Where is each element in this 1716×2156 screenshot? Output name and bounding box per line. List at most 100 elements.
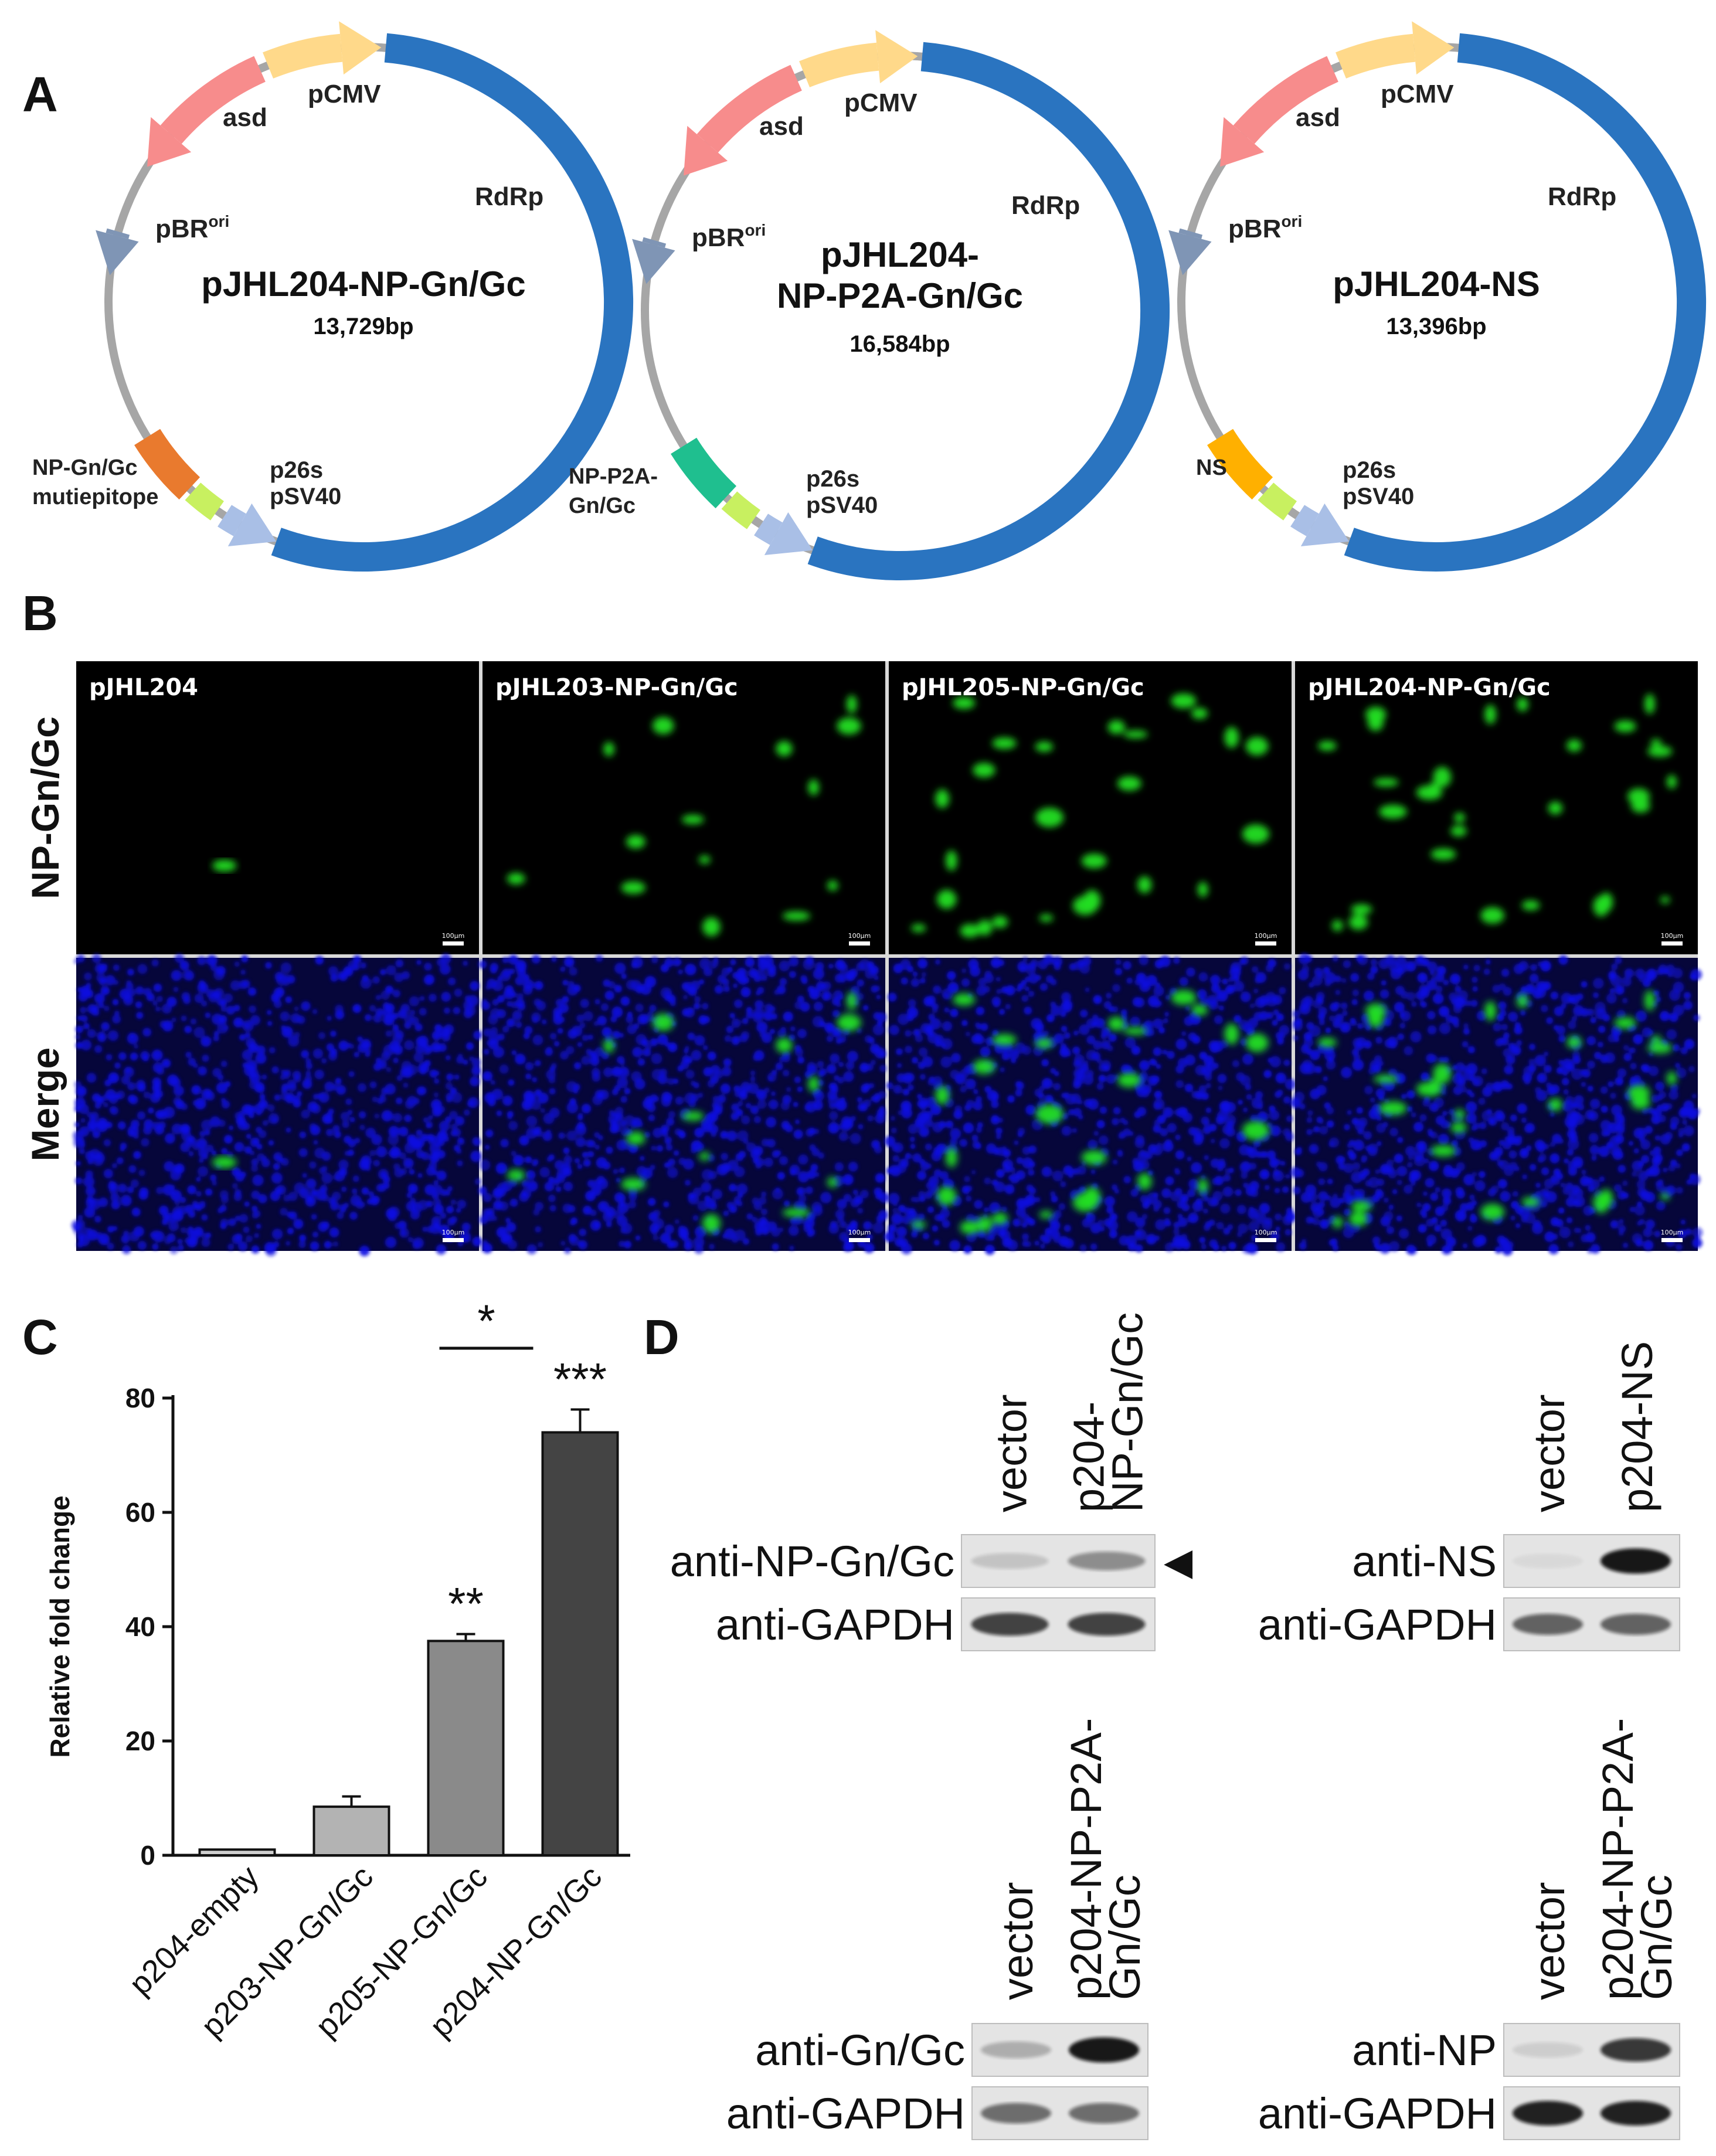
nucleus	[740, 1115, 750, 1125]
nucleus	[542, 1019, 547, 1025]
nucleus	[666, 1117, 675, 1126]
nucleus	[312, 1093, 319, 1100]
nucleus	[112, 999, 119, 1006]
nucleus	[1620, 1117, 1626, 1123]
nucleus	[1306, 1117, 1313, 1123]
nucleus	[603, 1067, 613, 1077]
nucleus	[829, 1082, 838, 1091]
scale-bar-label: 100μm	[848, 932, 871, 940]
nucleus	[287, 1227, 294, 1235]
nucleus	[188, 1057, 196, 1066]
green-cell	[1614, 1017, 1636, 1029]
nucleus	[569, 1219, 576, 1226]
nucleus	[1656, 1201, 1666, 1211]
nucleus	[933, 1169, 942, 1178]
nucleus	[74, 1122, 80, 1127]
nucleus	[1276, 1013, 1284, 1021]
nucleus	[609, 1110, 614, 1116]
nucleus	[524, 1026, 533, 1035]
nucleus	[1307, 1110, 1313, 1116]
nucleus	[1636, 1179, 1646, 1189]
nucleus	[594, 1047, 604, 1057]
nucleus	[197, 1166, 209, 1177]
nucleus	[1000, 1067, 1005, 1073]
nucleus	[1394, 1002, 1405, 1013]
nucleus	[1351, 1171, 1363, 1184]
nucleus	[1427, 1128, 1433, 1134]
nucleus	[526, 1127, 538, 1139]
nucleus	[256, 1144, 263, 1150]
nucleus	[506, 1001, 512, 1007]
nucleus	[388, 1212, 397, 1222]
green-cell	[776, 741, 793, 757]
green-cell	[1107, 1016, 1126, 1031]
nucleus	[257, 1193, 267, 1203]
nucleus	[1079, 1244, 1087, 1252]
nucleus	[1111, 1117, 1119, 1125]
nucleus	[692, 1215, 699, 1221]
nucleus	[588, 1140, 596, 1148]
nucleus	[422, 1226, 428, 1232]
nucleus	[875, 1113, 885, 1124]
nucleus	[414, 1023, 423, 1032]
nucleus	[810, 1164, 818, 1172]
nucleus	[511, 1150, 517, 1157]
blot-row-label: anti-GAPDH	[716, 1600, 954, 1649]
nucleus	[926, 1097, 937, 1108]
nucleus	[1370, 965, 1378, 974]
green-cell	[1317, 1038, 1337, 1048]
nucleus	[244, 1201, 250, 1207]
nucleus	[745, 1103, 752, 1109]
nucleus	[1296, 1018, 1303, 1025]
nucleus	[650, 1038, 658, 1046]
nucleus	[196, 1176, 201, 1182]
green-cell	[1373, 1074, 1399, 1083]
nucleus	[1580, 1008, 1589, 1017]
nucleus	[852, 1189, 858, 1195]
nucleus	[856, 1028, 862, 1034]
nucleus	[1617, 1068, 1627, 1078]
nucleus	[117, 1184, 127, 1193]
nucleus	[695, 1226, 706, 1238]
nucleus	[1413, 1121, 1424, 1133]
nucleus	[188, 1151, 194, 1157]
pcmv-segment-head	[1412, 21, 1455, 75]
nucleus	[174, 953, 185, 963]
nucleus	[1041, 1059, 1049, 1067]
green-cell	[1373, 778, 1399, 787]
nucleus	[1364, 1085, 1374, 1095]
nucleus	[159, 1020, 168, 1028]
nucleus	[239, 1034, 246, 1041]
nucleus	[581, 1103, 592, 1114]
nucleus	[694, 1002, 701, 1009]
nucleus	[1199, 1236, 1206, 1243]
microscopy-column-label: pJHL205-NP-Gn/Gc	[902, 674, 1144, 701]
green-cell	[1430, 848, 1456, 861]
nucleus	[934, 1213, 942, 1222]
nucleus	[409, 1169, 415, 1175]
nucleus	[381, 1110, 393, 1122]
nucleus	[1544, 1231, 1555, 1242]
nucleus	[428, 1140, 433, 1145]
nucleus	[373, 1159, 380, 1167]
nucleus	[1126, 1211, 1138, 1223]
nucleus	[721, 1162, 731, 1173]
nucleus	[1314, 967, 1323, 977]
nucleus	[249, 1080, 258, 1090]
nucleus	[687, 1032, 695, 1040]
nucleus	[1253, 1139, 1261, 1148]
nucleus	[837, 1077, 844, 1084]
nucleus	[1061, 1125, 1072, 1136]
nucleus	[1216, 989, 1228, 1002]
nucleus	[782, 1069, 790, 1077]
nucleus	[1332, 1244, 1339, 1251]
nucleus	[1060, 1001, 1072, 1013]
nucleus	[1616, 1120, 1626, 1130]
nucleus	[1335, 989, 1341, 995]
nucleus	[932, 985, 942, 994]
green-cell	[1351, 904, 1372, 915]
nucleus	[798, 1195, 807, 1203]
nucleus	[904, 1045, 913, 1053]
nucleus	[519, 1135, 529, 1146]
nucleus	[761, 1227, 770, 1235]
